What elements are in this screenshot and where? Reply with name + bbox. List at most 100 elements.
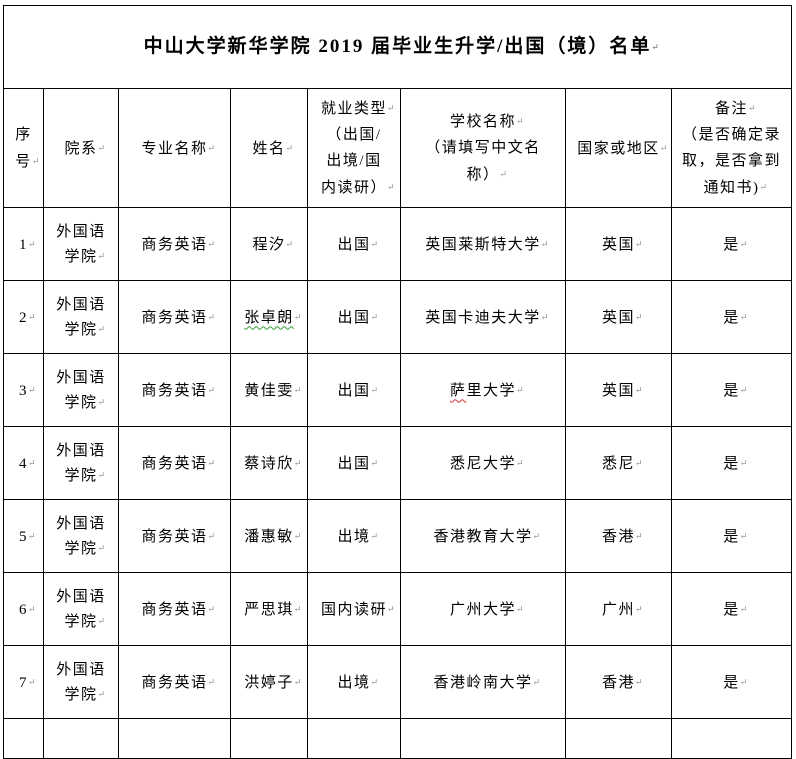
- cell-major: 商务英语↵: [118, 280, 231, 354]
- table-row: 4↵ 外国语 学院↵ 商务英语↵ 蔡诗欣↵ 出国↵ 悉尼大学↵ 悉尼↵ 是↵: [3, 426, 793, 500]
- text-line: （是否确定录: [682, 127, 782, 143]
- cell-school: 香港教育大学↵: [400, 499, 566, 573]
- text-line: 3: [19, 382, 28, 399]
- cell-name: 程汐↵: [230, 207, 308, 281]
- text-line: 商务英语: [141, 528, 208, 545]
- text-line: 广州大学: [449, 601, 516, 618]
- cell-note: 是↵: [670, 426, 793, 500]
- cell-major: 商务英语↵: [118, 207, 231, 281]
- column-header-dept: 院系↵: [43, 88, 119, 208]
- table-title: 中山大学新华学院 2019 届毕业生升学/出国（境）名单↵: [2, 5, 793, 89]
- text-line: 黄佳雯: [244, 382, 294, 399]
- text-line: 序: [15, 126, 32, 143]
- text-line: 学院: [64, 467, 98, 484]
- text-line: 英国: [601, 309, 635, 326]
- text-line: 香港: [601, 528, 635, 545]
- cell-school: 广州大学↵: [400, 572, 566, 646]
- text-line: 通知书): [703, 180, 760, 196]
- cell-major: 商务英语↵: [118, 645, 231, 719]
- table-row: 5↵ 外国语 学院↵ 商务英语↵ 潘惠敏↵ 出境↵ 香港教育大学↵ 香港↵ 是↵: [3, 499, 793, 573]
- title-row: 中山大学新华学院 2019 届毕业生升学/出国（境）名单↵: [2, 5, 793, 89]
- cell-major: 商务英语↵: [118, 353, 231, 427]
- header-row: 序号↵ 院系↵ 专业名称↵ 姓名↵ 就业类型↵ （出国/出境/国 内读研）↵ 学校名称↵ （请填…: [3, 88, 793, 208]
- text-line: 广州: [601, 601, 635, 618]
- text-line: 1: [19, 236, 28, 253]
- text-line: 萨里大学: [449, 382, 517, 399]
- text-line: 就业类型: [320, 101, 387, 117]
- text-line: 学院: [64, 613, 98, 630]
- cell-no: 1↵: [3, 207, 44, 281]
- text-line: 外国语: [56, 296, 106, 313]
- cell-dept: 外国语 学院↵: [43, 207, 119, 281]
- cell-type: 出境↵: [307, 645, 401, 719]
- column-header-school: 学校名称↵ （请填写中文名 称）↵: [400, 88, 566, 208]
- text-line: 专业名称: [141, 140, 208, 157]
- text-line: 商务英语: [141, 674, 208, 691]
- cell-name: 潘惠敏↵: [230, 499, 308, 573]
- cell-note: 是↵: [670, 353, 793, 427]
- cell-dept: 外国语 学院↵: [43, 645, 119, 719]
- text-line: 英国卡迪夫大学: [425, 309, 541, 326]
- cell-dept: 外国语 学院↵: [43, 426, 119, 500]
- cell-dept: 外国语 学院↵: [43, 499, 119, 573]
- text-line: 英国: [601, 382, 635, 399]
- cell-dept: 外国语 学院↵: [43, 572, 119, 646]
- text-line: 香港教育大学: [433, 528, 533, 545]
- cell-type: 出国↵: [307, 280, 401, 354]
- cell-region: 广州↵: [565, 572, 672, 646]
- cell-region: 英国↵: [565, 207, 672, 281]
- text-line: 中山大学新华学院 2019 届毕业生升学/出国（境）名单: [143, 36, 652, 57]
- text-line: 香港岭南大学: [433, 674, 533, 691]
- text-line: 张卓朗: [244, 310, 294, 326]
- column-header-note: 备注↵ （是否确定录 取，是否拿到 通知书)↵: [670, 88, 793, 208]
- cell-major: 商务英语↵: [118, 572, 231, 646]
- cell-name: 洪婷子↵: [230, 645, 308, 719]
- text-line: 洪婷子: [244, 674, 294, 691]
- text-line: 称）: [466, 167, 500, 183]
- cell-name: 张卓朗↵: [230, 280, 308, 354]
- cell-type: 国内读研↵: [307, 572, 401, 646]
- cell-type: 出国↵: [307, 207, 401, 281]
- column-header-major: 专业名称↵: [118, 88, 231, 208]
- text-line: 国家或地区: [577, 140, 660, 157]
- text-line: 取，是否拿到: [682, 153, 782, 169]
- cell-region: 英国↵: [565, 280, 672, 354]
- text-line: 商务英语: [141, 236, 208, 253]
- text-line: 院系: [64, 140, 98, 157]
- cell-note: 是↵: [670, 645, 793, 719]
- text-line: 6: [19, 601, 28, 618]
- text-line: 严思琪: [244, 601, 294, 618]
- cell-type: 出境↵: [307, 499, 401, 573]
- text-line: 是: [723, 382, 740, 399]
- cell-type: 出国↵: [307, 353, 401, 427]
- cell-region: 香港↵: [565, 645, 672, 719]
- text-line: 2: [19, 309, 28, 326]
- text-line: 出国: [337, 236, 371, 253]
- cell-school: 香港岭南大学↵: [400, 645, 566, 719]
- text-line: 是: [723, 309, 740, 326]
- cell-no: 7↵: [3, 645, 44, 719]
- text-line: 出境: [337, 528, 371, 545]
- text-line: 备注: [715, 101, 749, 117]
- cell-region: 英国↵: [565, 353, 672, 427]
- text-line: （出国/: [326, 127, 382, 143]
- text-line: 英国莱斯特大学: [425, 236, 541, 253]
- cell-name: 严思琪↵: [230, 572, 308, 646]
- text-line: （请填写中文名: [425, 140, 541, 156]
- cell-no: 6↵: [3, 572, 44, 646]
- cell-note: 是↵: [670, 207, 793, 281]
- text-line: 姓名: [252, 140, 286, 157]
- text-line: 是: [723, 236, 740, 253]
- text-line: 学院: [64, 540, 98, 557]
- cell-school: 萨里大学↵: [400, 353, 566, 427]
- cell-major: 商务英语↵: [118, 499, 231, 573]
- text-line: 外国语: [56, 515, 106, 532]
- cell-dept: 外国语 学院↵: [43, 280, 119, 354]
- grammar-wavy-underline: 张卓朗: [244, 309, 294, 326]
- text-line: 是: [723, 674, 740, 691]
- table-row: 7↵ 外国语 学院↵ 商务英语↵ 洪婷子↵ 出境↵ 香港岭南大学↵ 香港↵ 是↵: [3, 645, 793, 719]
- text-line: 5: [19, 528, 28, 545]
- text-line: 商务英语: [141, 601, 208, 618]
- table-row: 6↵ 外国语 学院↵ 商务英语↵ 严思琪↵ 国内读研↵ 广州大学↵ 广州↵ 是↵: [3, 572, 793, 646]
- text-line: 学院: [64, 686, 98, 703]
